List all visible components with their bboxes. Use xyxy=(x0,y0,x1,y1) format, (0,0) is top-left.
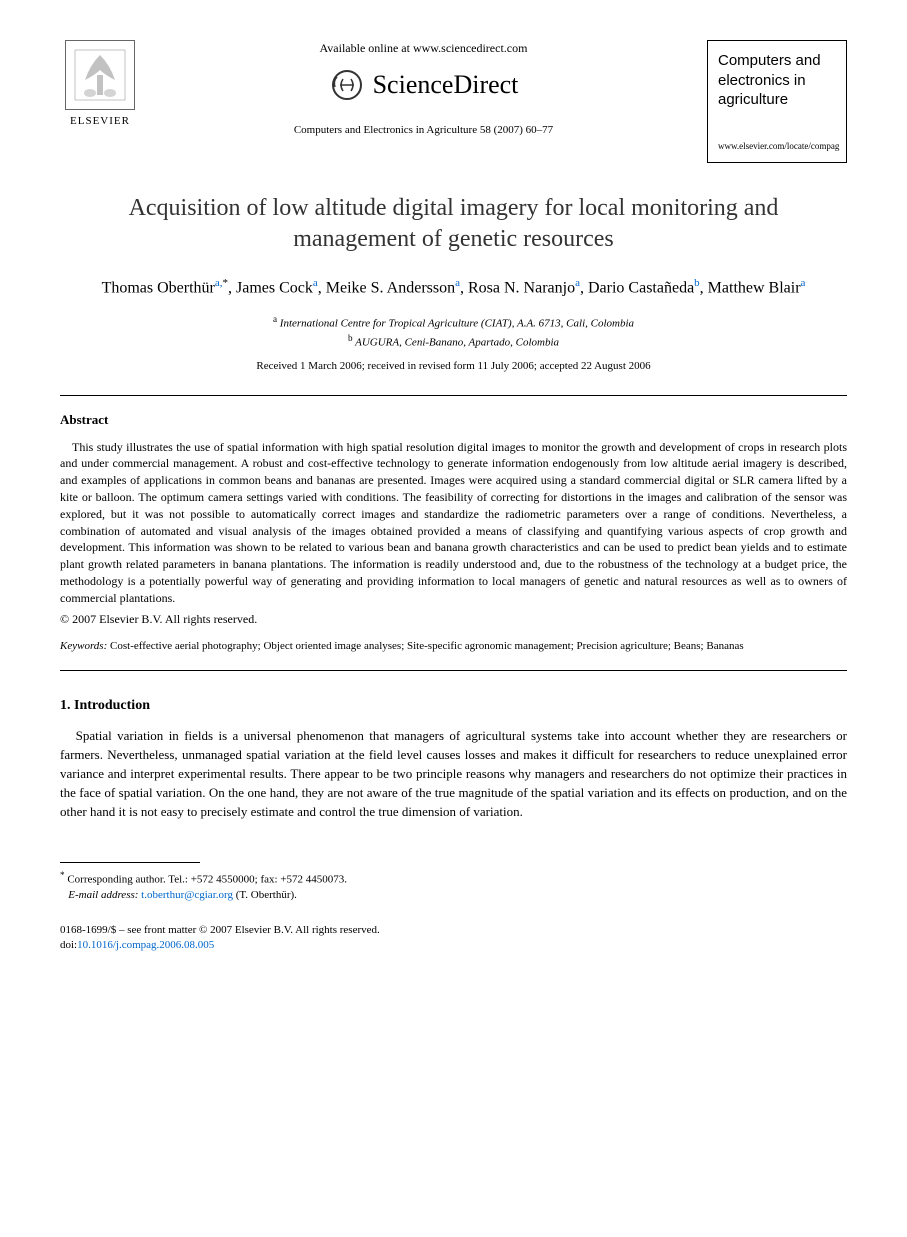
abstract-copyright: © 2007 Elsevier B.V. All rights reserved… xyxy=(60,611,847,628)
corresponding-author: * Corresponding author. Tel.: +572 45500… xyxy=(60,869,847,888)
doi-link[interactable]: 10.1016/j.compag.2006.08.005 xyxy=(77,939,214,951)
header-row: ELSEVIER Available online at www.science… xyxy=(60,40,847,163)
available-online-text: Available online at www.sciencedirect.co… xyxy=(160,40,687,57)
sciencedirect-icon xyxy=(329,67,365,103)
abstract-text: This study illustrates the use of spatia… xyxy=(60,439,847,607)
citation-text: Computers and Electronics in Agriculture… xyxy=(160,123,687,138)
keywords-label: Keywords: xyxy=(60,640,107,652)
divider-top xyxy=(60,395,847,396)
email-line: E-mail address: t.oberthur@cgiar.org (T.… xyxy=(60,888,847,903)
divider-bottom xyxy=(60,670,847,671)
center-header: Available online at www.sciencedirect.co… xyxy=(140,40,707,139)
article-dates: Received 1 March 2006; received in revis… xyxy=(60,359,847,374)
doi-line: doi:10.1016/j.compag.2006.08.005 xyxy=(60,938,847,953)
email-link[interactable]: t.oberthur@cgiar.org xyxy=(141,889,233,901)
footer-info: 0168-1699/$ – see front matter © 2007 El… xyxy=(60,923,847,954)
journal-name: Computers and electronics in agriculture xyxy=(718,51,836,110)
authors-list: Thomas Oberthüra,*, James Cocka, Meike S… xyxy=(60,275,847,300)
introduction-text: Spatial variation in fields is a univers… xyxy=(60,727,847,821)
elsevier-logo: ELSEVIER xyxy=(60,40,140,130)
journal-url: www.elsevier.com/locate/compag xyxy=(718,140,836,153)
affiliation-a: a International Centre for Tropical Agri… xyxy=(60,313,847,332)
elsevier-tree-icon xyxy=(65,40,135,110)
abstract-heading: Abstract xyxy=(60,411,847,429)
keywords: Keywords: Cost-effective aerial photogra… xyxy=(60,639,847,654)
journal-box: Computers and electronics in agriculture… xyxy=(707,40,847,163)
affiliations: a International Centre for Tropical Agri… xyxy=(60,313,847,351)
sciencedirect-logo: ScienceDirect xyxy=(160,67,687,103)
article-title: Acquisition of low altitude digital imag… xyxy=(100,193,807,255)
footnote-block: * Corresponding author. Tel.: +572 45500… xyxy=(60,869,847,903)
affiliation-b: b AUGURA, Ceni-Banano, Apartado, Colombi… xyxy=(60,332,847,351)
introduction-heading: 1. Introduction xyxy=(60,696,847,716)
footnote-divider xyxy=(60,862,200,863)
issn-line: 0168-1699/$ – see front matter © 2007 El… xyxy=(60,923,847,938)
elsevier-label: ELSEVIER xyxy=(70,114,130,129)
sciencedirect-text: ScienceDirect xyxy=(373,67,519,103)
keywords-text: Cost-effective aerial photography; Objec… xyxy=(110,640,744,652)
